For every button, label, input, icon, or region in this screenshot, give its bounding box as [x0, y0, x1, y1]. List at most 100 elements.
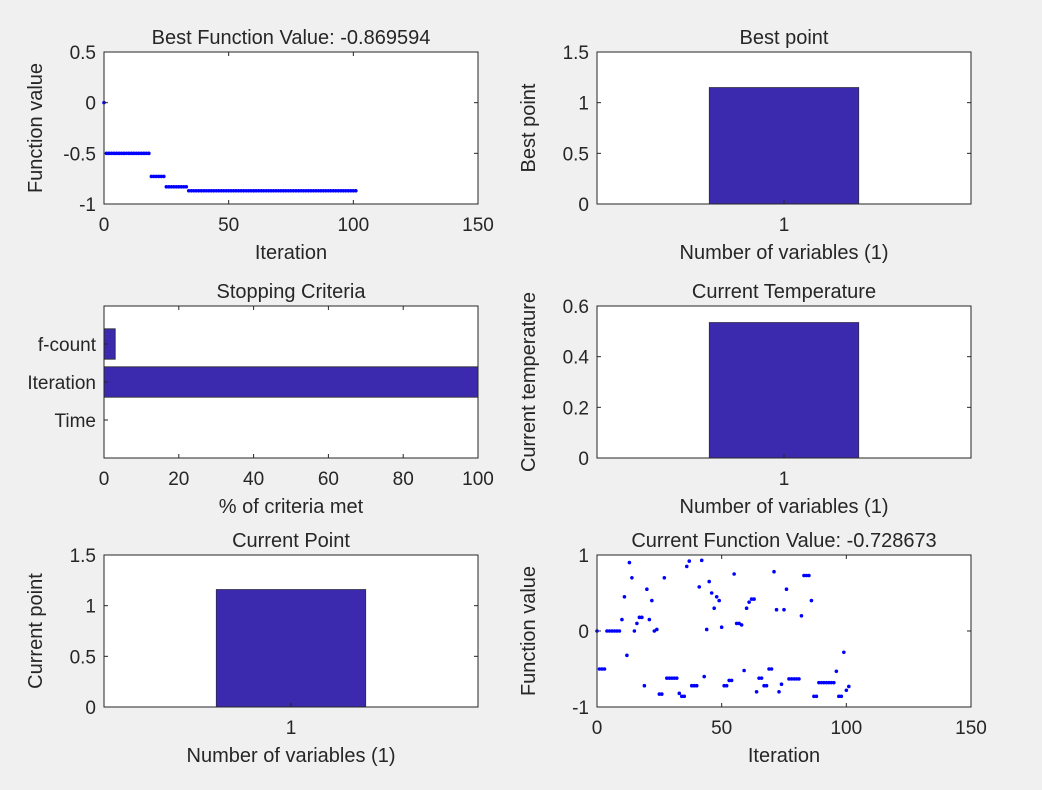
- best-function-value-point: [289, 188, 293, 193]
- current-function-value-point: [769, 667, 774, 671]
- current-point-xtick-label: 1: [286, 718, 297, 739]
- best-function-value-point: [339, 188, 343, 193]
- current-function-value-point: [704, 627, 709, 632]
- best-function-value-ytick-label: 0.5: [70, 43, 96, 64]
- best-function-value-point: [326, 188, 331, 193]
- best-function-value-point: [296, 188, 301, 193]
- current-function-value-point: [674, 676, 679, 680]
- current-function-value-point: [667, 676, 672, 680]
- best-function-value-point: [244, 188, 248, 193]
- current-function-value-point: [797, 677, 801, 681]
- current-point-title: Current Point: [232, 530, 350, 552]
- best-function-value-ytick-label: -0.5: [63, 144, 96, 165]
- best-function-value-point: [117, 151, 121, 156]
- current-function-value-point: [712, 606, 716, 610]
- current-temperature-ytick-label: 0.6: [563, 297, 589, 318]
- stopping-criteria-xtick-label: 20: [168, 469, 189, 490]
- current-function-value-point: [717, 598, 721, 603]
- current-function-value-point: [774, 607, 779, 612]
- current-function-value-point: [719, 625, 724, 629]
- best-function-value-point: [221, 188, 226, 193]
- current-function-value-point: [597, 667, 602, 671]
- best-function-value-ytick-label: -1: [79, 195, 96, 216]
- current-point-axes-box: [103, 554, 479, 708]
- best-function-value-point: [214, 188, 218, 193]
- current-function-value-point: [779, 682, 784, 686]
- current-function-value-point: [732, 572, 736, 576]
- best-function-value-point: [311, 188, 316, 193]
- current-function-value-point: [662, 576, 667, 580]
- best-function-value-point: [107, 151, 111, 156]
- current-function-value-point: [665, 676, 669, 680]
- best-point-bar: [708, 87, 860, 205]
- best-function-value-point: [246, 188, 251, 193]
- current-function-value-point: [660, 692, 664, 696]
- current-function-value-point: [837, 694, 841, 699]
- best-function-value-point: [129, 151, 134, 156]
- current-point-axes: Current Point Number of variables (1) Curr…: [25, 530, 479, 767]
- current-function-value-point: [620, 617, 624, 622]
- current-function-value-ytick-label: -1: [572, 698, 589, 719]
- current-function-value-point: [677, 691, 682, 696]
- best-function-value-point: [344, 188, 348, 193]
- best-function-value-point: [147, 151, 151, 156]
- current-function-value-point: [844, 688, 849, 693]
- best-function-value-point: [304, 188, 308, 193]
- current-function-value-point: [827, 680, 831, 685]
- best-function-value-point: [199, 188, 204, 193]
- current-temperature-ytick-label: 0: [578, 449, 589, 470]
- current-function-value-point: [814, 694, 819, 699]
- stopping-criteria-xtick-label: 40: [243, 469, 264, 490]
- current-function-value-xtick-label: 50: [711, 718, 732, 739]
- current-function-value-point: [829, 680, 834, 685]
- best-point-title: Best point: [740, 27, 829, 49]
- current-function-value-point: [642, 683, 647, 688]
- current-temperature-axes: Current Temperature Number of variables (…: [518, 281, 972, 518]
- best-function-value-point: [284, 188, 288, 193]
- current-function-value-point: [702, 674, 707, 679]
- current-function-value-point: [679, 694, 684, 699]
- best-function-value-point: [324, 188, 328, 193]
- current-function-value-axes-box: [596, 554, 972, 708]
- current-function-value-point: [847, 684, 851, 689]
- current-function-value-point: [804, 573, 809, 578]
- best-function-value-point: [164, 184, 169, 189]
- current-function-value-point: [615, 629, 619, 633]
- best-function-value-xtick-label: 150: [462, 215, 494, 236]
- current-function-value-point: [729, 678, 734, 683]
- current-temperature-axes-box: [596, 305, 972, 459]
- current-function-value-point: [647, 617, 652, 622]
- current-point-bar: [215, 589, 367, 708]
- best-function-value-point: [241, 188, 246, 193]
- current-function-value-point: [802, 573, 806, 578]
- best-function-value-point: [122, 151, 126, 156]
- best-function-value-point: [191, 188, 196, 193]
- best-function-value-point: [351, 188, 356, 193]
- best-function-value-point: [159, 174, 164, 179]
- current-temperature-bar: [708, 322, 860, 459]
- current-function-value-point: [722, 683, 726, 688]
- best-function-value-axes: Best Function Value: -0.869594 Iteration F…: [25, 27, 494, 264]
- best-function-value-point: [256, 188, 261, 193]
- best-function-value-point: [109, 151, 114, 156]
- best-function-value-point: [209, 188, 214, 193]
- best-function-value-point: [134, 151, 139, 156]
- current-function-value-point: [607, 629, 612, 633]
- current-function-value-point: [787, 677, 791, 681]
- best-function-value-point: [104, 151, 109, 156]
- best-function-value-point: [236, 188, 241, 193]
- stopping-criteria-xtick-label: 80: [393, 469, 414, 490]
- best-function-value-point: [112, 151, 116, 156]
- current-function-value-point: [754, 690, 759, 694]
- best-function-value-point: [139, 151, 144, 156]
- best-function-value-point: [314, 188, 318, 193]
- best-function-value-point: [231, 188, 236, 193]
- best-function-value-point: [142, 151, 146, 156]
- current-function-value-point: [842, 650, 846, 655]
- current-function-value-point: [749, 597, 754, 601]
- best-function-value-point: [341, 188, 346, 193]
- current-temperature-title: Current Temperature: [692, 281, 876, 303]
- best-function-value-point: [274, 188, 278, 193]
- current-function-value-point: [747, 600, 751, 604]
